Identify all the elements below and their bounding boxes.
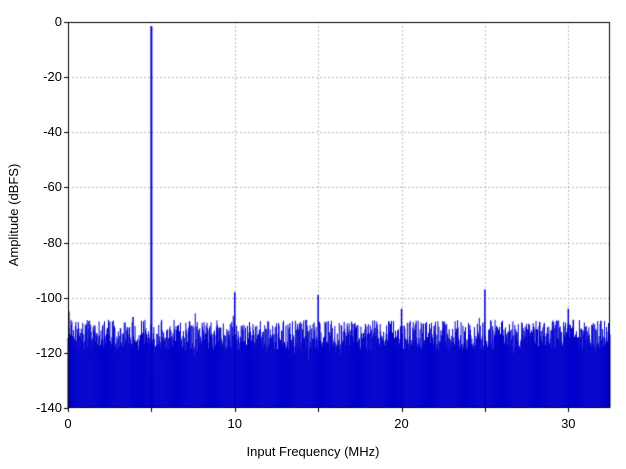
- x-axis-title: Input Frequency (MHz): [246, 444, 380, 459]
- x-tick-label: 30: [561, 416, 576, 431]
- y-tick-label: -20: [43, 69, 62, 85]
- x-tick-label: 10: [227, 416, 242, 431]
- y-tick-label: -140: [35, 400, 62, 415]
- y-tick-label: -100: [35, 289, 62, 305]
- y-tick-label: -80: [43, 234, 62, 250]
- y-tick-label: -60: [43, 179, 62, 195]
- y-tick-label: -40: [43, 124, 62, 140]
- x-tick-label: 20: [394, 416, 409, 431]
- y-tick-label: -120: [35, 344, 62, 360]
- x-tick-label: 0: [64, 416, 72, 431]
- y-tick-label: 0: [54, 14, 62, 29]
